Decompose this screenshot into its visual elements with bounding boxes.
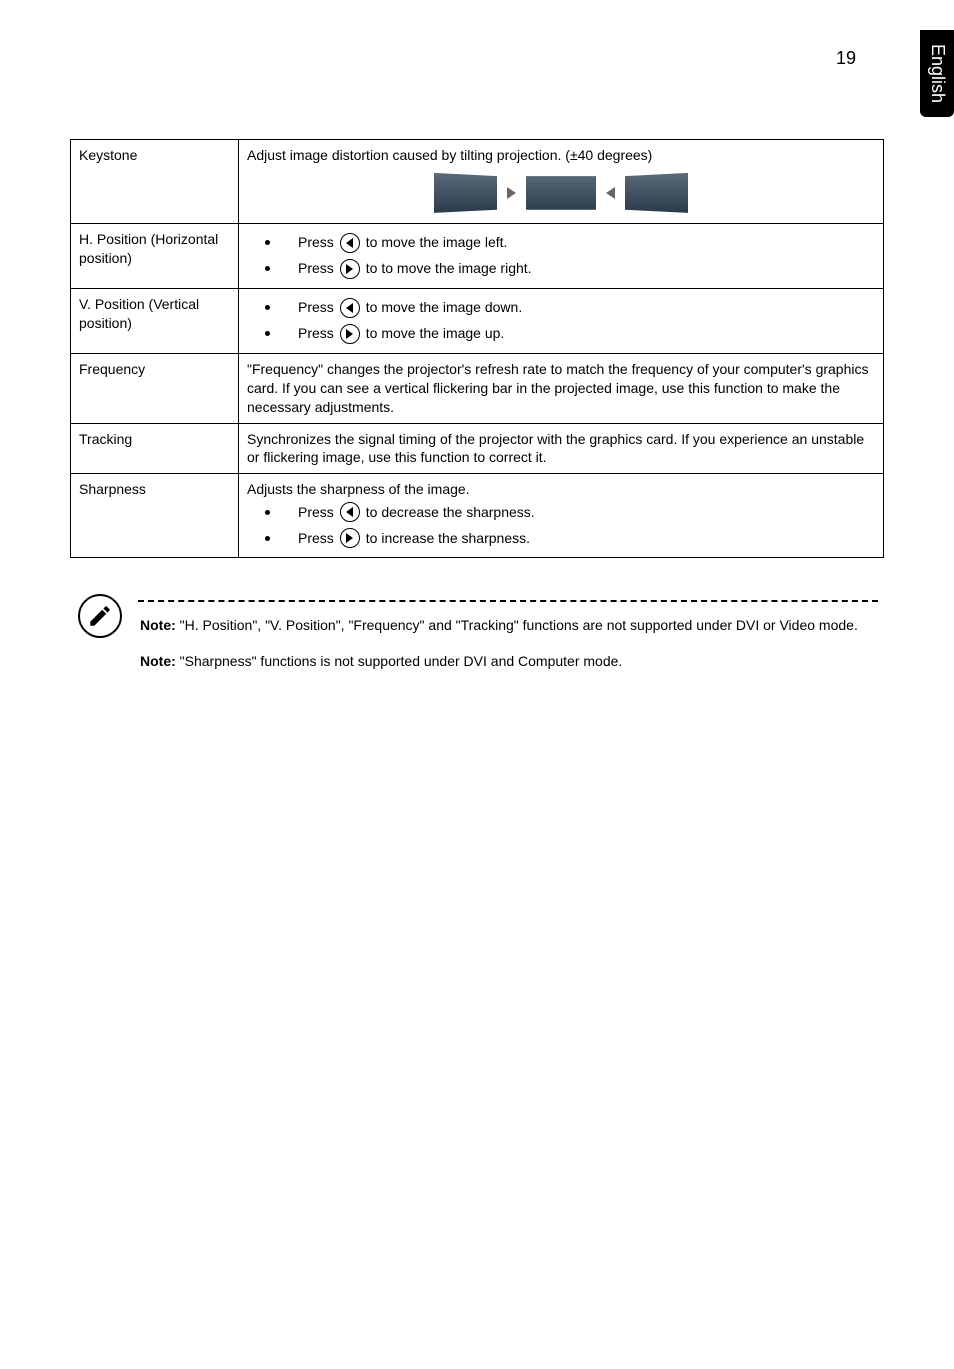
setting-desc: "Frequency" changes the projector's refr… — [239, 353, 884, 423]
bullet-icon — [265, 266, 270, 271]
setting-label: Frequency — [71, 353, 239, 423]
press-after: to move the image up. — [366, 324, 505, 343]
press-instruction: Press to increase the sharpness. — [247, 525, 875, 551]
press-instruction: Press to move the image up. — [247, 321, 875, 347]
press-label: Press — [298, 233, 334, 252]
arrow-left-icon — [340, 298, 360, 318]
keystone-desc: Adjust image distortion caused by tiltin… — [247, 146, 875, 165]
pencil-note-icon — [78, 594, 122, 638]
language-tab: English — [920, 30, 954, 117]
chevron-left-icon — [606, 187, 615, 199]
setting-desc: Press to move the image left.Press to to… — [239, 223, 884, 288]
dashed-separator — [138, 600, 878, 602]
press-label: Press — [298, 503, 334, 522]
setting-desc: Press to move the image down.Press to mo… — [239, 288, 884, 353]
press-label: Press — [298, 529, 334, 548]
press-label: Press — [298, 298, 334, 317]
page-number: 19 — [836, 48, 856, 69]
bullet-icon — [265, 240, 270, 245]
keystone-right-icon — [625, 173, 695, 213]
arrow-left-icon — [340, 502, 360, 522]
bullet-icon — [265, 536, 270, 541]
press-instruction: Press to to move the image right. — [247, 256, 875, 282]
press-after: to decrease the sharpness. — [366, 503, 535, 522]
setting-label: H. Position (Horizontal position) — [71, 223, 239, 288]
note1-body: "H. Position", "V. Position", "Frequency… — [176, 617, 858, 633]
arrow-right-icon — [340, 324, 360, 344]
arrow-right-icon — [340, 528, 360, 548]
chevron-right-icon — [507, 187, 516, 199]
keystone-center-icon — [526, 173, 596, 213]
bullet-icon — [265, 510, 270, 515]
press-after: to increase the sharpness. — [366, 529, 530, 548]
note2-label: Note: — [140, 653, 176, 669]
note1-label: Note: — [140, 617, 176, 633]
press-after: to to move the image right. — [366, 259, 532, 278]
press-instruction: Press to decrease the sharpness. — [247, 499, 875, 525]
press-after: to move the image left. — [366, 233, 508, 252]
press-instruction: Press to move the image left. — [247, 230, 875, 256]
keystone-left-icon — [427, 173, 497, 213]
setting-label: Tracking — [71, 423, 239, 474]
note2-body: "Sharpness" functions is not supported u… — [176, 653, 623, 669]
setting-label: Keystone — [71, 140, 239, 224]
arrow-right-icon — [340, 259, 360, 279]
press-label: Press — [298, 324, 334, 343]
arrow-left-icon — [340, 233, 360, 253]
bullet-icon — [265, 305, 270, 310]
setting-desc: Adjusts the sharpness of the image.Press… — [239, 474, 884, 558]
bullet-icon — [265, 331, 270, 336]
settings-table: Keystone Adjust image distortion caused b… — [70, 139, 884, 558]
setting-desc: Adjust image distortion caused by tiltin… — [239, 140, 884, 224]
setting-desc: Synchronizes the signal timing of the pr… — [239, 423, 884, 474]
keystone-illustration — [247, 165, 875, 217]
press-after: to move the image down. — [366, 298, 522, 317]
setting-label: Sharpness — [71, 474, 239, 558]
note-block: Note: "H. Position", "V. Position", "Fre… — [70, 600, 884, 687]
setting-label: V. Position (Vertical position) — [71, 288, 239, 353]
setting-desc-text: Adjusts the sharpness of the image. — [247, 480, 875, 499]
note-text: Note: "H. Position", "V. Position", "Fre… — [140, 616, 876, 671]
press-instruction: Press to move the image down. — [247, 295, 875, 321]
press-label: Press — [298, 259, 334, 278]
